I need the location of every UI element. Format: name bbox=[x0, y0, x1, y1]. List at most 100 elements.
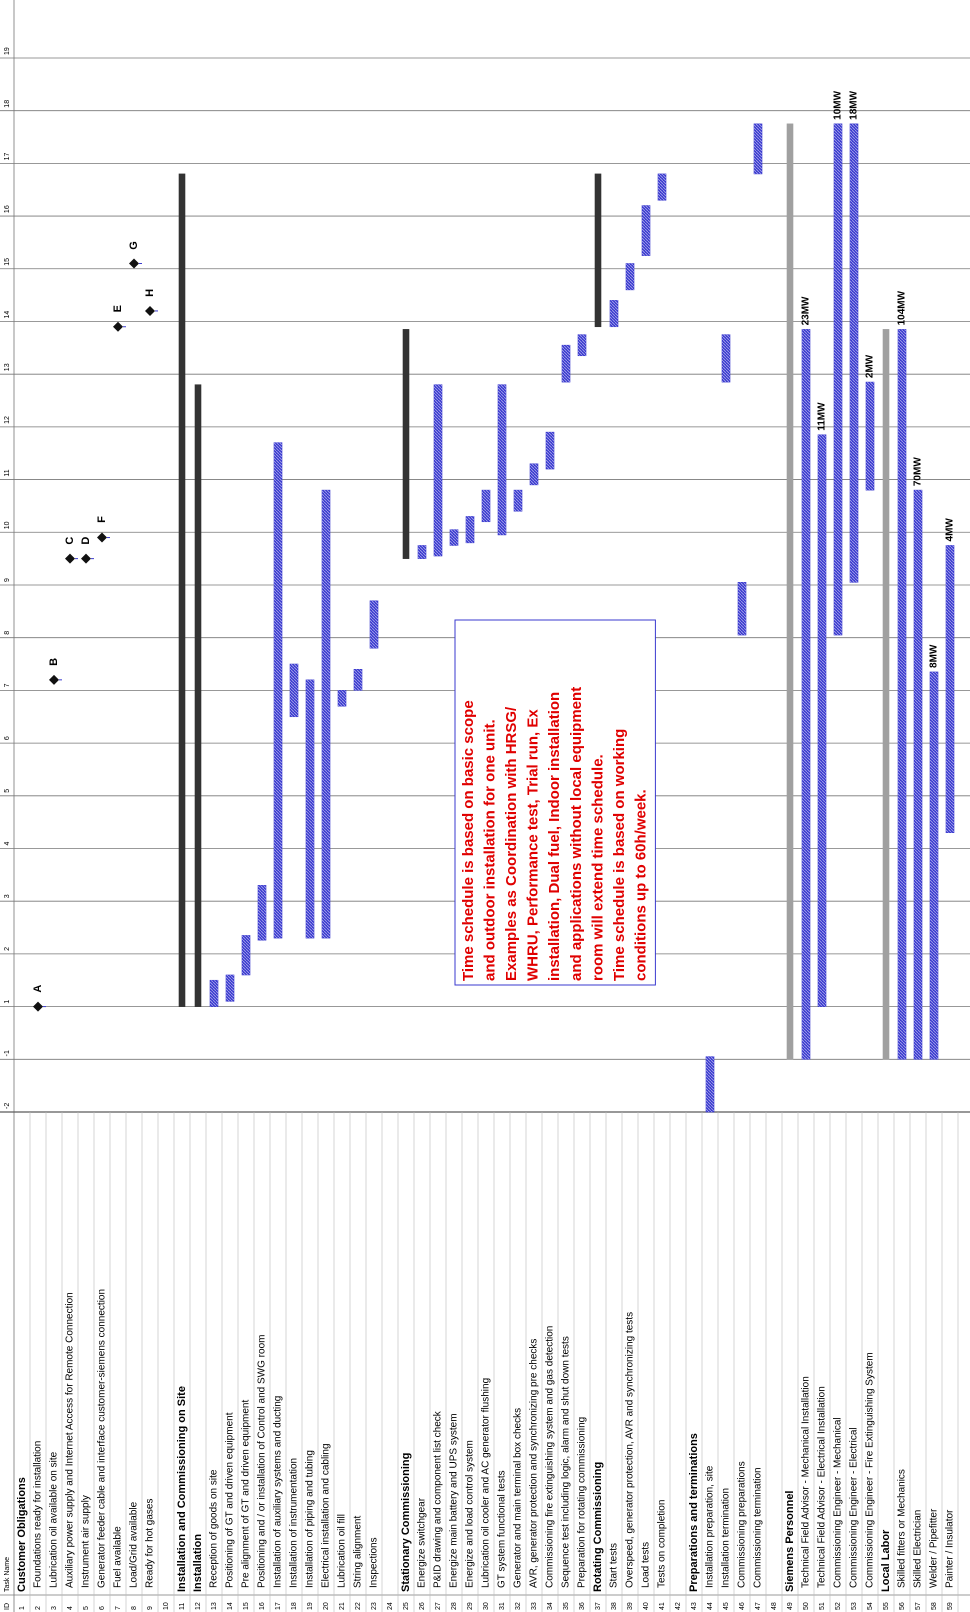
bar-hatch bbox=[498, 384, 506, 535]
resource-label: 104MW bbox=[897, 290, 908, 325]
task-id: 43 bbox=[691, 1602, 698, 1610]
task-name: Commissioning Engineer - Fire Extinguish… bbox=[865, 1352, 876, 1588]
bar-hatch bbox=[866, 382, 874, 491]
task-id: 53 bbox=[851, 1602, 858, 1610]
task-id: 25 bbox=[403, 1602, 410, 1610]
summary-bar bbox=[882, 329, 890, 1060]
bar-hatch bbox=[802, 329, 810, 1060]
task-id: 14 bbox=[227, 1602, 234, 1610]
milestone-label: D bbox=[80, 537, 92, 545]
task-id: 1 bbox=[19, 1606, 26, 1610]
x-tick-label: 17 bbox=[4, 152, 11, 160]
task-name: Skilled fitters or Mechanics bbox=[897, 1469, 908, 1588]
x-tick-label: 10 bbox=[4, 521, 11, 529]
task-name: Skilled Electrician bbox=[913, 1510, 924, 1588]
bar-hatch bbox=[706, 1056, 714, 1112]
bar-hatch bbox=[626, 263, 634, 290]
task-id: 51 bbox=[819, 1602, 826, 1610]
x-tick-label: 8 bbox=[4, 631, 11, 635]
task-id: 58 bbox=[931, 1602, 938, 1610]
bar-hatch bbox=[722, 334, 730, 383]
task-id: 44 bbox=[707, 1602, 714, 1610]
bar-hatch bbox=[914, 490, 922, 1060]
task-name: Commissioning Engineer - Electrical bbox=[849, 1427, 860, 1588]
task-name: Technical Field Advisor - Electrical Ins… bbox=[817, 1386, 828, 1588]
task-id: 32 bbox=[515, 1602, 522, 1610]
task-id: 54 bbox=[867, 1602, 874, 1610]
task-id: 20 bbox=[323, 1602, 330, 1610]
task-id: 21 bbox=[339, 1602, 346, 1610]
x-tick-label: 16 bbox=[4, 205, 11, 213]
task-id: 27 bbox=[435, 1602, 442, 1610]
task-id: 35 bbox=[563, 1602, 570, 1610]
x-tick-label: 7 bbox=[4, 683, 11, 687]
x-tick-label: 2 bbox=[4, 947, 11, 951]
bar-hatch bbox=[226, 974, 234, 1002]
bar-hatch bbox=[546, 432, 554, 470]
resource-label: 2MW bbox=[865, 354, 876, 378]
annotation-line: and applications without local equipment bbox=[568, 687, 585, 981]
task-name: Preparation for rotating commissioning bbox=[577, 1417, 588, 1588]
bar-hatch bbox=[450, 529, 458, 546]
annotation-line: installation, Dual fuel, Indoor installa… bbox=[546, 692, 563, 981]
task-name: Pre alignment of GT and driven equipment bbox=[241, 1400, 252, 1588]
milestone-label: E bbox=[112, 305, 124, 312]
task-name: Painter / Insulator bbox=[945, 1509, 956, 1588]
task-id: 39 bbox=[627, 1602, 634, 1610]
task-id: 23 bbox=[371, 1602, 378, 1610]
x-tick-label: 5 bbox=[4, 789, 11, 793]
task-id: 45 bbox=[723, 1602, 730, 1610]
task-name: Welder / Pipefitter bbox=[929, 1508, 940, 1588]
summary-name: Installation bbox=[192, 1534, 204, 1592]
x-tick-label: -1 bbox=[4, 1050, 11, 1056]
task-id: 26 bbox=[419, 1602, 426, 1610]
task-name: Positioning of GT and driven equipment bbox=[225, 1412, 236, 1588]
bar-hatch bbox=[898, 329, 906, 1060]
task-name: Foundations ready for installation bbox=[33, 1441, 44, 1588]
task-id: 10 bbox=[163, 1602, 170, 1610]
resource-label: 18MW bbox=[849, 90, 860, 119]
task-name: String alignment bbox=[353, 1516, 364, 1588]
bar-hatch bbox=[530, 463, 538, 485]
resource-label: 23MW bbox=[801, 296, 812, 325]
annotation-line: WHRU, Performance test, Trial run, Ex bbox=[525, 709, 542, 981]
task-name: Generator and main terminal box checks bbox=[513, 1408, 524, 1588]
resource-label: 4MW bbox=[945, 518, 956, 542]
task-name: Installation termination bbox=[721, 1488, 732, 1588]
resource-label: 70MW bbox=[913, 457, 924, 486]
x-tick-label: 3 bbox=[4, 894, 11, 898]
task-name: Inspections bbox=[369, 1537, 380, 1588]
column-header: ID bbox=[4, 1603, 11, 1610]
milestone bbox=[49, 674, 59, 685]
task-id: 9 bbox=[147, 1606, 154, 1610]
bar-hatch bbox=[306, 679, 314, 939]
task-id: 28 bbox=[451, 1602, 458, 1610]
task-id: 7 bbox=[115, 1606, 122, 1610]
bar-hatch bbox=[610, 300, 618, 327]
task-name: Energize switchgear bbox=[417, 1497, 428, 1588]
x-tick-label: -2 bbox=[4, 1103, 11, 1109]
task-id: 6 bbox=[99, 1606, 106, 1610]
task-id: 29 bbox=[467, 1602, 474, 1610]
task-id: 46 bbox=[739, 1602, 746, 1610]
bar-hatch bbox=[930, 671, 938, 1060]
annotation-line: and outdoor installation for one unit. bbox=[481, 719, 498, 981]
task-id: 17 bbox=[275, 1602, 282, 1610]
task-name: AVR, generator protection and synchroniz… bbox=[529, 1339, 540, 1588]
milestone bbox=[129, 258, 139, 269]
milestone bbox=[81, 553, 91, 564]
task-name: Auxiliary power supply and Internet Acce… bbox=[65, 1292, 76, 1588]
task-name: Lubrication oil available on site bbox=[49, 1451, 60, 1588]
bar-hatch bbox=[418, 545, 426, 559]
annotation-line: conditions up to 60h/week. bbox=[633, 789, 650, 981]
task-name: Start tests bbox=[609, 1543, 620, 1588]
summary-bar bbox=[194, 384, 202, 1007]
task-id: 31 bbox=[499, 1602, 506, 1610]
task-name: GT system functional tests bbox=[497, 1470, 508, 1588]
milestone bbox=[97, 532, 107, 543]
bar-hatch bbox=[642, 205, 650, 256]
task-id: 5 bbox=[83, 1606, 90, 1610]
task-id: 2 bbox=[35, 1606, 42, 1610]
